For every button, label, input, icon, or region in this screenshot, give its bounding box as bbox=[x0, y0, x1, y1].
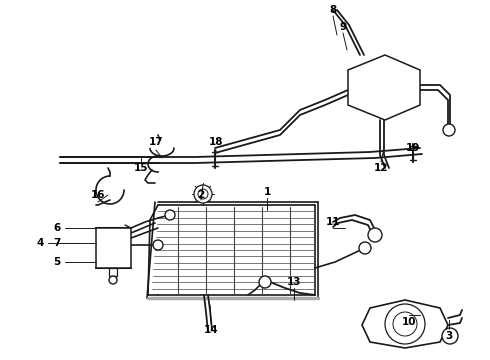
Text: 3: 3 bbox=[445, 331, 453, 341]
Text: 10: 10 bbox=[402, 317, 416, 327]
Text: 5: 5 bbox=[53, 257, 61, 267]
Text: 1: 1 bbox=[264, 187, 270, 197]
Text: 8: 8 bbox=[329, 5, 337, 15]
Text: 12: 12 bbox=[374, 163, 388, 173]
Circle shape bbox=[393, 312, 417, 336]
Text: 16: 16 bbox=[91, 190, 105, 200]
Text: 7: 7 bbox=[53, 238, 61, 248]
Circle shape bbox=[443, 124, 455, 136]
Circle shape bbox=[442, 328, 458, 344]
Circle shape bbox=[385, 304, 425, 344]
Text: 9: 9 bbox=[340, 22, 346, 32]
Polygon shape bbox=[348, 55, 420, 120]
Bar bbox=[109, 268, 117, 276]
Text: 19: 19 bbox=[406, 143, 420, 153]
Polygon shape bbox=[362, 300, 448, 348]
Text: 2: 2 bbox=[197, 190, 205, 200]
Text: 13: 13 bbox=[287, 277, 301, 287]
Circle shape bbox=[359, 242, 371, 254]
Circle shape bbox=[368, 228, 382, 242]
Text: 6: 6 bbox=[53, 223, 61, 233]
Circle shape bbox=[153, 240, 163, 250]
Text: 15: 15 bbox=[134, 163, 148, 173]
Circle shape bbox=[109, 276, 117, 284]
Text: 4: 4 bbox=[36, 238, 44, 248]
Circle shape bbox=[194, 185, 212, 203]
Text: 17: 17 bbox=[148, 137, 163, 147]
Bar bbox=[96, 228, 131, 268]
Circle shape bbox=[165, 210, 175, 220]
Text: 11: 11 bbox=[326, 217, 340, 227]
Text: 18: 18 bbox=[209, 137, 223, 147]
Circle shape bbox=[198, 189, 208, 199]
Text: 14: 14 bbox=[204, 325, 219, 335]
Circle shape bbox=[259, 276, 271, 288]
